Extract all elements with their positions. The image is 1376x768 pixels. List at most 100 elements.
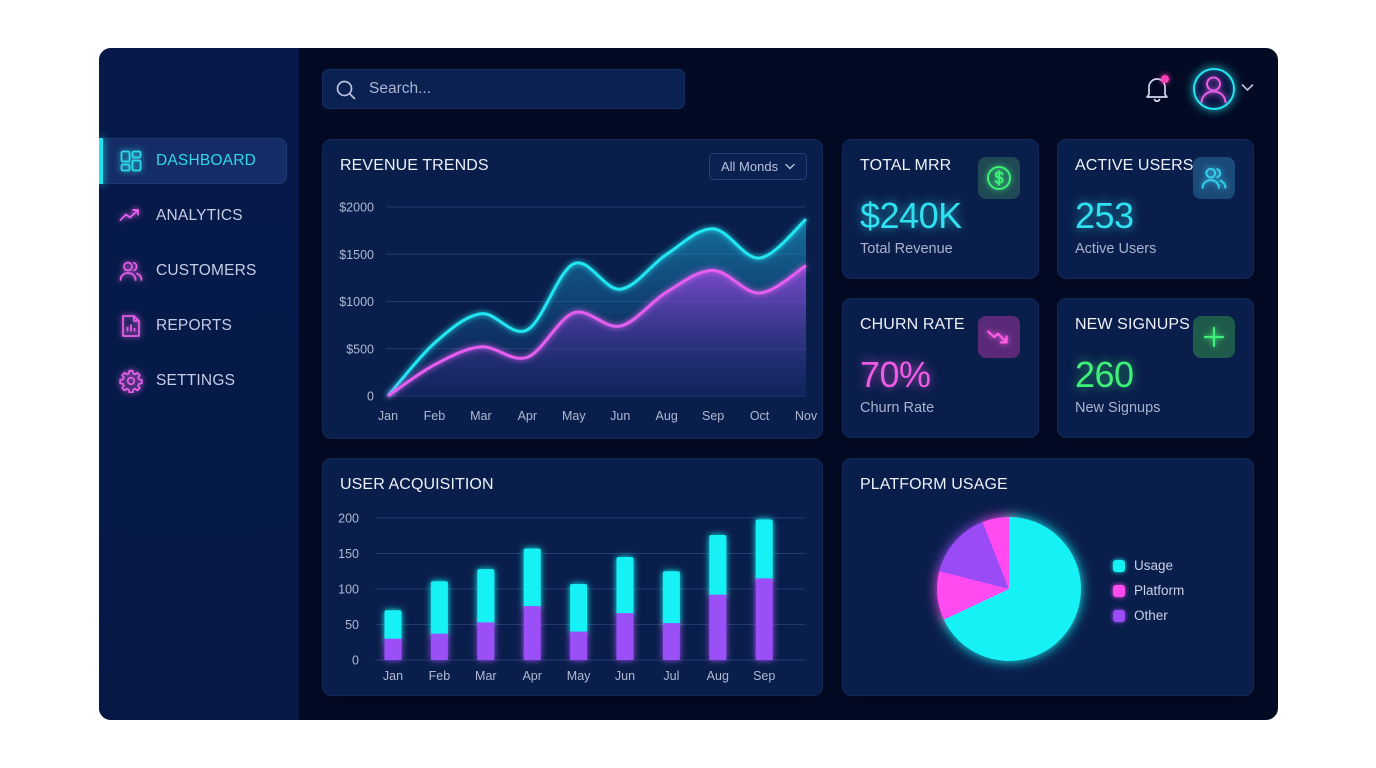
- sidebar-item-settings[interactable]: SETTINGS: [99, 358, 287, 404]
- kpi-subtitle: Total Revenue: [860, 241, 953, 257]
- sidebar-item-label: SETTINGS: [156, 372, 236, 389]
- svg-text:Apr: Apr: [518, 409, 537, 423]
- kpi-icon-badge: [978, 157, 1020, 199]
- pie-slice-platform[interactable]: [937, 571, 1009, 620]
- kpi-title: ACTIVE USERS: [1075, 157, 1194, 174]
- sidebar-item-label: ANALYTICS: [156, 207, 243, 224]
- svg-text:Aug: Aug: [707, 669, 729, 683]
- svg-text:May: May: [562, 409, 586, 423]
- svg-text:Apr: Apr: [522, 669, 541, 683]
- kpi-subtitle: Churn Rate: [860, 400, 935, 416]
- svg-text:Jun: Jun: [615, 669, 635, 683]
- revenue-series-2-line: [387, 264, 807, 398]
- svg-text:$500: $500: [346, 342, 374, 356]
- legend-label: Usage: [1134, 558, 1174, 573]
- sidebar-item-label: CUSTOMERS: [156, 262, 257, 279]
- bar-feb[interactable]: [430, 581, 448, 660]
- kpi-card-total-mrr: TOTAL MRR $240K Total Revenue: [842, 139, 1039, 279]
- users-icon: [1201, 167, 1227, 189]
- svg-text:$1000: $1000: [339, 295, 374, 309]
- svg-text:Nov: Nov: [795, 409, 818, 423]
- kpi-icon-badge: [1193, 157, 1235, 199]
- sidebar-item-customers[interactable]: CUSTOMERS: [99, 248, 287, 294]
- report-file-icon: [122, 315, 140, 337]
- card-title: REVENUE TRENDS: [340, 157, 489, 174]
- card-title: PLATFORM USAGE: [860, 476, 1008, 493]
- legend-item-other[interactable]: Other: [1113, 603, 1184, 628]
- svg-text:Sep: Sep: [753, 669, 775, 683]
- bar-jun[interactable]: [616, 557, 634, 660]
- pie-legend: Usage Platform Other: [1113, 553, 1184, 628]
- svg-text:Sep: Sep: [702, 409, 724, 423]
- chevron-down-icon[interactable]: [1241, 83, 1254, 92]
- legend-item-platform[interactable]: Platform: [1113, 578, 1184, 603]
- bar-jul[interactable]: [662, 571, 680, 660]
- pie-slice-other[interactable]: [939, 522, 1009, 589]
- sidebar-item-analytics[interactable]: ANALYTICS: [99, 193, 287, 239]
- search-bar[interactable]: [322, 69, 685, 109]
- bar-apr[interactable]: [523, 548, 541, 660]
- plus-icon: [1203, 326, 1225, 348]
- revenue-line-chart: 0 $500 $1000 $1500 $2000 Jan Feb Mar Apr May Jun A…: [339, 201, 818, 424]
- month-filter-dropdown[interactable]: All Monds: [709, 153, 807, 180]
- user-avatar-icon: [1200, 76, 1227, 104]
- kpi-card-active-users: ACTIVE USERS 253 Active Users: [1057, 139, 1254, 279]
- svg-text:200: 200: [338, 512, 359, 526]
- svg-text:$1500: $1500: [339, 248, 374, 262]
- user-acquisition-card: USER ACQUISITION 0 50 100 150 200 Jan Feb Mar A…: [322, 458, 823, 696]
- sidebar-item-dashboard[interactable]: DASHBOARD: [99, 138, 287, 184]
- legend-label: Platform: [1134, 583, 1185, 598]
- revenue-series-1-line: [386, 218, 808, 397]
- notification-badge: [1161, 75, 1169, 83]
- bar-jan[interactable]: [384, 610, 402, 660]
- user-avatar[interactable]: [1193, 68, 1235, 110]
- platform-usage-card: PLATFORM USAGE Usage Platform Other: [842, 458, 1254, 696]
- svg-text:May: May: [567, 669, 591, 683]
- dashboard-window: DASHBOARD ANALYTICS CUSTOMERS REPORTS: [99, 48, 1278, 720]
- svg-text:Jan: Jan: [383, 669, 403, 683]
- svg-text:100: 100: [338, 583, 359, 597]
- bar-sep[interactable]: [755, 519, 773, 660]
- kpi-icon-badge: [1193, 316, 1235, 358]
- kpi-title: TOTAL MRR: [860, 157, 952, 174]
- kpi-value: 260: [1075, 354, 1134, 395]
- search-icon: [336, 80, 356, 100]
- legend-swatch: [1113, 584, 1125, 597]
- sidebar-item-reports[interactable]: REPORTS: [99, 303, 287, 349]
- svg-text:Oct: Oct: [750, 409, 770, 423]
- legend-item-usage[interactable]: Usage: [1113, 553, 1184, 578]
- search-input[interactable]: [369, 70, 669, 108]
- pie-slice-usage[interactable]: [943, 517, 1081, 661]
- kpi-card-new-signups: NEW SIGNUPS 260 New Signups: [1057, 298, 1254, 438]
- trending-down-icon: [987, 330, 1008, 344]
- svg-text:0: 0: [367, 390, 374, 404]
- svg-text:Feb: Feb: [424, 409, 446, 423]
- dollar-circle-icon: [987, 166, 1011, 190]
- kpi-value: $240K: [860, 195, 962, 236]
- svg-text:Jan: Jan: [378, 409, 398, 423]
- gear-icon: [119, 369, 143, 393]
- bar-aug[interactable]: [709, 535, 727, 660]
- svg-text:Jul: Jul: [663, 669, 679, 683]
- sidebar-item-label: REPORTS: [156, 317, 233, 334]
- platform-usage-pie-chart: [937, 517, 1081, 661]
- svg-text:150: 150: [338, 547, 359, 561]
- bar-mar[interactable]: [477, 569, 495, 660]
- revenue-trends-card: REVENUE TRENDS All Monds: [322, 139, 823, 439]
- card-title: USER ACQUISITION: [340, 476, 494, 493]
- svg-text:0: 0: [352, 654, 359, 668]
- legend-swatch: [1113, 559, 1125, 572]
- kpi-title: CHURN RATE: [860, 316, 965, 333]
- kpi-icon-badge: [978, 316, 1020, 358]
- sidebar: DASHBOARD ANALYTICS CUSTOMERS REPORTS: [99, 48, 299, 720]
- dashboard-grid-icon: [120, 150, 142, 172]
- bar-may[interactable]: [570, 584, 588, 660]
- user-acquisition-bar-chart: 0 50 100 150 200 Jan Feb Mar Apr May Jun Jul Aug Sep: [338, 512, 805, 683]
- pie-slice-platform[interactable]: [982, 517, 1009, 589]
- svg-text:$2000: $2000: [339, 201, 374, 215]
- kpi-subtitle: New Signups: [1075, 400, 1161, 416]
- bell-icon[interactable]: [1144, 75, 1170, 103]
- trending-up-icon: [119, 209, 139, 221]
- users-icon: [119, 261, 143, 281]
- svg-text:Mar: Mar: [475, 669, 497, 683]
